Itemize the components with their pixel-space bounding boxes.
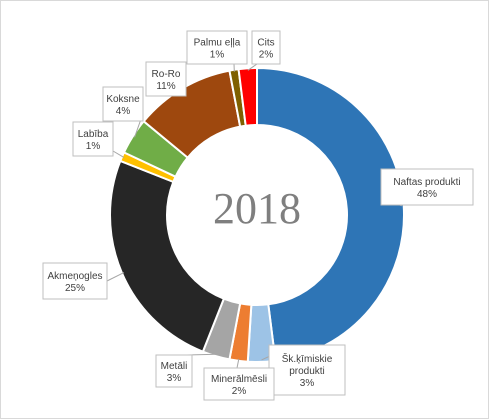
callout-box [42, 262, 108, 300]
callout-box [186, 30, 248, 65]
callout-label: Labība [78, 129, 109, 140]
callout-box [155, 354, 193, 388]
callout-value: 4% [116, 106, 131, 117]
callout-label: Cits [257, 38, 274, 49]
callout-label: Palmu eļļa [194, 38, 241, 49]
callout-label: Ro-Ro [152, 69, 181, 80]
callout-value: 48% [417, 189, 437, 200]
callout-box [268, 344, 346, 396]
slice-cits [237, 66, 258, 127]
callout-label: Akmeņogles [47, 271, 102, 282]
slice-akmenogles [109, 159, 226, 353]
callout-value: 1% [210, 50, 225, 61]
center-year-label: 2018 [213, 184, 301, 233]
callout-label: produkti [289, 366, 325, 377]
callout-box [251, 30, 281, 65]
callout-value: 3% [300, 378, 315, 389]
callout-label: Naftas produkti [393, 177, 460, 188]
slices-group [109, 66, 405, 363]
leader-line-labiba [112, 150, 125, 158]
callout-value: 2% [232, 386, 247, 397]
callout-value: 11% [156, 81, 175, 92]
callout-label: Šk.ķīmiskie [282, 352, 333, 365]
leader-line-akmenogles [106, 272, 125, 282]
leader-line-mineralmesli [236, 358, 240, 369]
callout-value: 1% [86, 141, 101, 152]
callout-box [380, 168, 474, 206]
callout-value: 25% [65, 283, 85, 294]
callout-value: 3% [167, 373, 182, 384]
callout-box [145, 61, 187, 97]
callout-value: 2% [259, 50, 274, 61]
callout-label: Metāli [161, 361, 188, 372]
callout-box [203, 367, 275, 401]
leader-line-cits [247, 63, 258, 71]
callout-box [72, 121, 114, 157]
callout-box [102, 86, 144, 122]
leader-line-koksne [134, 118, 142, 138]
callouts-group: Naftas produkti48%Šk.ķīmiskieprodukti3%M… [42, 30, 474, 401]
callout-label: Koksne [106, 94, 140, 105]
callout-label: Minerālmēsli [211, 374, 267, 385]
